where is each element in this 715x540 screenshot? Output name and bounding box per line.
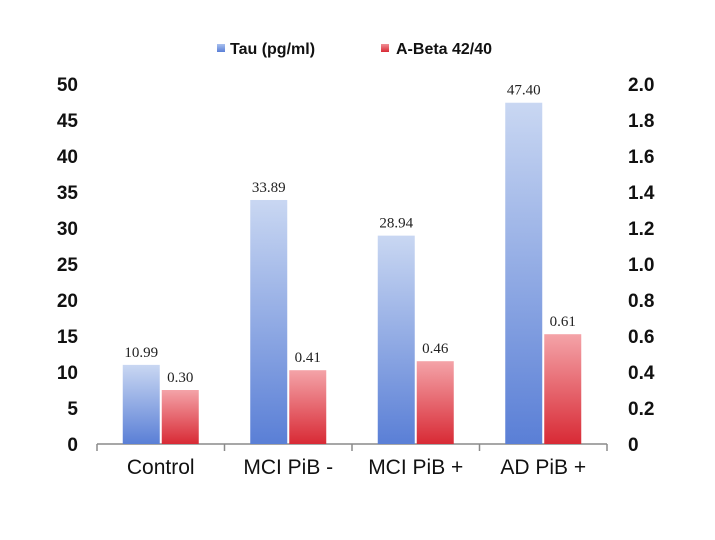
legend-swatch-tau (217, 44, 225, 52)
right-tick-label: 1.6 (628, 147, 654, 168)
bar-tau (250, 199, 288, 444)
bar-tau (377, 235, 415, 444)
bar-tau (505, 102, 543, 444)
category-label: MCI PiB + (368, 456, 463, 479)
left-tick-label: 25 (57, 255, 79, 276)
left-tick-label: 0 (67, 435, 78, 456)
left-tick-label: 15 (57, 327, 79, 348)
legend: Tau (pg/ml) A-Beta 42/40 (217, 41, 492, 58)
left-tick-label: 10 (57, 363, 78, 384)
right-tick-label: 1.4 (628, 183, 655, 204)
bar-tau (122, 364, 160, 444)
right-tick-label: 0.8 (628, 291, 654, 312)
bar-abeta (289, 370, 327, 444)
data-label-tau: 28.94 (379, 216, 413, 232)
data-label-tau: 47.40 (507, 83, 541, 99)
left-tick-label: 45 (57, 111, 79, 132)
data-label-tau: 33.89 (252, 180, 286, 196)
right-tick-label: 1.8 (628, 111, 654, 132)
data-label-abeta: 0.41 (295, 350, 321, 366)
left-tick-label: 50 (57, 75, 78, 96)
category-label: Control (127, 456, 195, 479)
category-label: MCI PiB - (243, 456, 333, 479)
data-labels: 10.99 0.30 33.89 0.41 28.94 0.46 47.40 0.61 (124, 83, 576, 386)
legend-label-abeta: A-Beta 42/40 (396, 41, 492, 58)
axes: 0 5 10 15 20 25 30 35 40 45 50 0 0.2 0.4 0.6 0.8 1.0 1.2 1… (57, 75, 655, 479)
right-tick-label: 0.2 (628, 399, 654, 420)
bar-abeta (416, 361, 454, 444)
bar-abeta (161, 390, 199, 444)
data-label-tau: 10.99 (124, 345, 158, 361)
right-tick-label: 1.0 (628, 255, 654, 276)
left-tick-label: 5 (67, 399, 78, 420)
right-tick-label: 0.6 (628, 327, 654, 348)
left-tick-label: 20 (57, 291, 78, 312)
data-label-abeta: 0.61 (550, 314, 576, 330)
legend-label-tau: Tau (pg/ml) (230, 41, 315, 58)
left-tick-label: 40 (57, 147, 78, 168)
left-tick-label: 35 (57, 183, 79, 204)
right-tick-label: 0 (628, 435, 639, 456)
right-tick-label: 2.0 (628, 75, 654, 96)
data-label-abeta: 0.30 (167, 370, 193, 386)
category-label: AD PiB + (500, 456, 586, 479)
legend-swatch-abeta (381, 44, 389, 52)
right-tick-label: 1.2 (628, 219, 654, 240)
bars (122, 102, 582, 444)
right-tick-label: 0.4 (628, 363, 655, 384)
bar-abeta (544, 334, 582, 444)
left-tick-label: 30 (57, 219, 78, 240)
data-label-abeta: 0.46 (422, 341, 449, 357)
